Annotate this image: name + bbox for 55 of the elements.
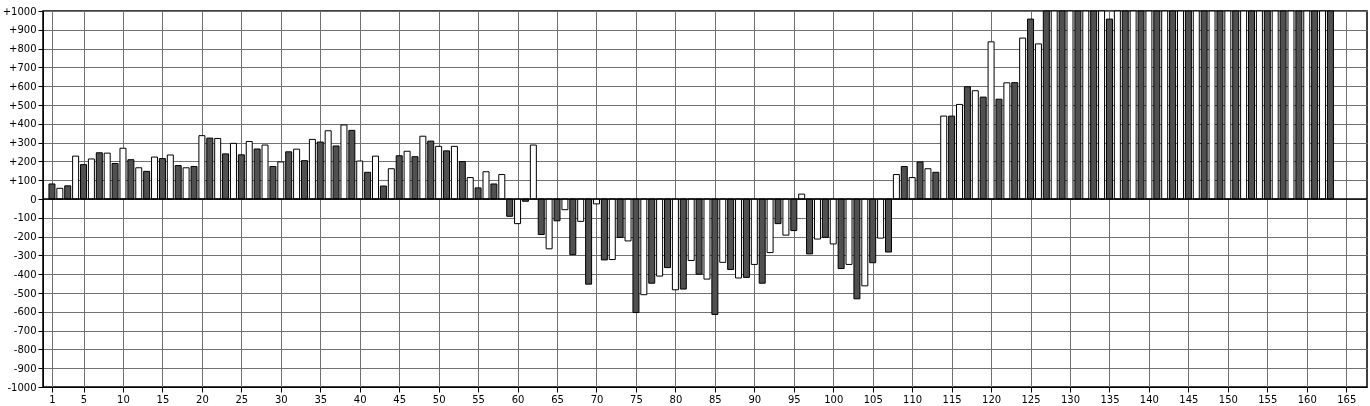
y-tick-label: -800 [13, 343, 37, 355]
x-tick-label: 15 [156, 393, 170, 405]
y-tick-label: -600 [13, 306, 37, 318]
x-tick-label: 65 [551, 393, 564, 405]
y-tick-label: 0 [30, 193, 37, 205]
x-tick-label: 1 [49, 393, 56, 405]
x-tick-label: 25 [235, 393, 249, 405]
x-tick-label: 110 [903, 393, 923, 405]
y-tick-label: +500 [9, 99, 37, 111]
y-tick-label: +700 [9, 61, 37, 73]
y-tick-label: +100 [9, 174, 37, 186]
y-tick-label: -300 [13, 249, 37, 261]
x-tick-label: 70 [590, 393, 604, 405]
x-tick-label: 10 [117, 393, 130, 405]
x-tick-label: 130 [1060, 393, 1081, 405]
x-tick-label: 165 [1337, 393, 1357, 405]
x-tick-label: 145 [1179, 393, 1199, 405]
x-tick-label: 100 [824, 393, 844, 405]
y-tick-label: -400 [13, 268, 37, 280]
y-tick-label: +400 [9, 118, 37, 130]
x-tick-label: 85 [709, 393, 722, 405]
x-tick-label: 5 [80, 393, 88, 405]
x-tick-label: 90 [748, 393, 762, 405]
x-tick-label: 160 [1297, 393, 1317, 405]
x-tick-label: 150 [1218, 393, 1238, 405]
x-tick-label: 55 [472, 393, 485, 405]
x-tick-label: 155 [1258, 393, 1278, 405]
y-tick-label: +600 [9, 80, 37, 92]
x-tick-label: 35 [314, 393, 328, 405]
x-tick-label: 75 [630, 393, 643, 405]
x-tick-label: 125 [1021, 393, 1041, 405]
y-tick-label: +800 [9, 43, 37, 55]
y-tick-label: -500 [13, 287, 37, 299]
x-tick-label: 95 [787, 393, 801, 405]
x-tick-label: 115 [942, 393, 962, 405]
x-tick-label: 60 [511, 393, 525, 405]
x-tick-label: 50 [432, 393, 446, 405]
x-tick-label: 30 [274, 393, 288, 405]
x-tick-label: 20 [196, 393, 209, 405]
x-tick-label: 105 [863, 393, 883, 405]
y-tick-label: +900 [9, 24, 37, 36]
y-tick-label: +1000 [2, 5, 37, 17]
x-tick-label: 140 [1139, 393, 1159, 405]
y-tick-label: -900 [13, 362, 37, 374]
y-tick-label: -700 [13, 325, 37, 337]
x-tick-label: 80 [669, 393, 683, 405]
y-tick-label: -200 [13, 231, 37, 243]
y-tick-label: -1000 [7, 381, 37, 393]
x-tick-label: 45 [393, 393, 407, 405]
x-tick-label: 40 [353, 393, 367, 405]
y-tick-label: +200 [9, 155, 37, 167]
y-tick-label: +300 [9, 137, 37, 149]
x-tick-label: 135 [1100, 393, 1120, 405]
x-tick-label: 120 [982, 393, 1002, 405]
y-tick-label: -100 [13, 212, 37, 224]
